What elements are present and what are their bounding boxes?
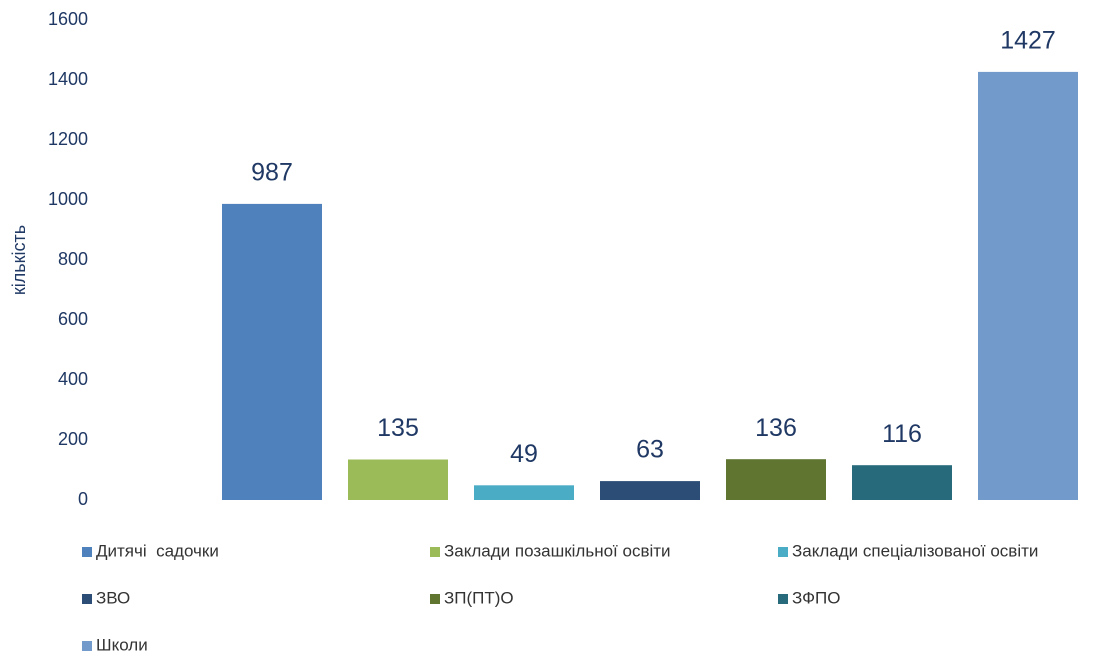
legend-label: ЗП(ПТ)О: [444, 588, 514, 607]
legend-swatch: [778, 547, 788, 557]
legend-swatch: [430, 547, 440, 557]
legend-label: Школи: [96, 635, 148, 652]
data-label: 987: [251, 159, 293, 187]
y-tick-label: 600: [58, 309, 88, 329]
legend-swatch: [778, 594, 788, 604]
bar: [474, 485, 574, 500]
legend-label: Дитячі садочки: [96, 541, 219, 560]
bar: [222, 203, 322, 500]
legend-label: Заклади позашкільної освіти: [444, 541, 671, 560]
y-tick-label: 1600: [48, 9, 88, 29]
legend-swatch: [82, 594, 92, 604]
y-tick-label: 200: [58, 429, 88, 449]
y-tick-label: 1200: [48, 129, 88, 149]
y-tick-label: 0: [78, 489, 88, 509]
data-label: 136: [755, 414, 797, 442]
y-tick-label: 1400: [48, 69, 88, 89]
bar: [978, 71, 1078, 501]
legend-swatch: [82, 547, 92, 557]
data-label: 116: [882, 420, 922, 448]
legend-label: ЗФПО: [792, 588, 840, 607]
bar: [852, 465, 952, 500]
data-label: 135: [377, 414, 419, 442]
y-tick-label: 800: [58, 249, 88, 269]
data-label: 49: [510, 440, 538, 468]
bar: [348, 459, 448, 500]
legend-label: Заклади спеціалізованої освіти: [792, 541, 1038, 560]
y-axis-label: кількість: [9, 225, 29, 295]
legend-swatch: [430, 594, 440, 604]
y-tick-label: 400: [58, 369, 88, 389]
legend-label: ЗВО: [96, 588, 130, 607]
bar: [600, 481, 700, 500]
y-tick-label: 1000: [48, 189, 88, 209]
data-label: 63: [636, 436, 664, 464]
legend-swatch: [82, 641, 92, 651]
bar: [726, 459, 826, 500]
data-label: 1427: [1000, 27, 1056, 55]
